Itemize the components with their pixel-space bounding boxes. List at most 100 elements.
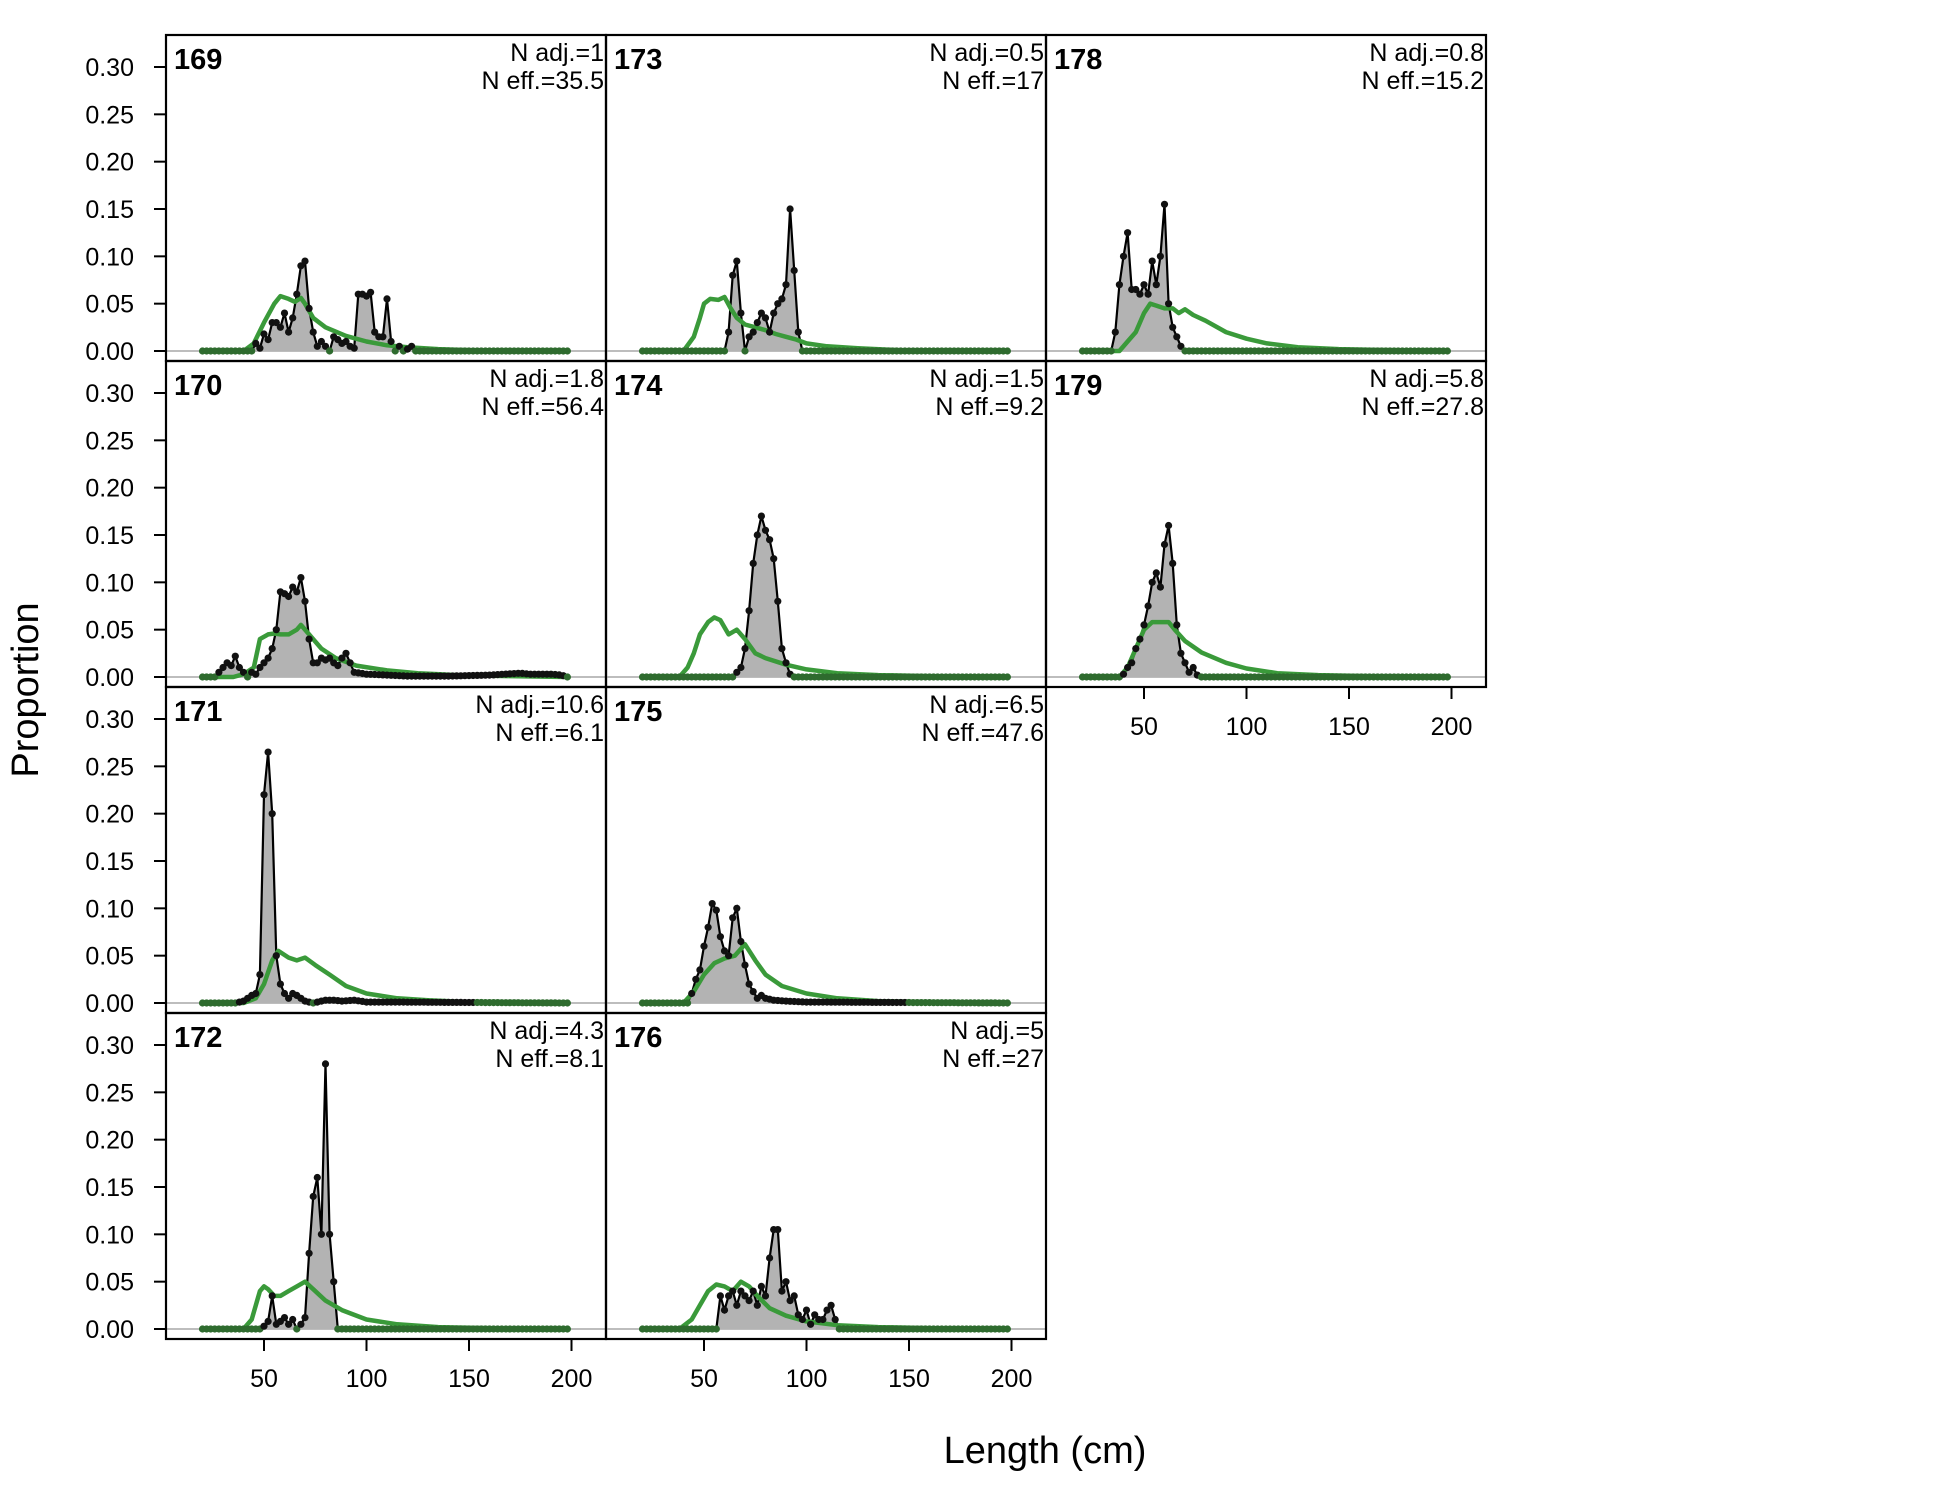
- observed-point: [280, 989, 289, 998]
- observed-point: [1189, 663, 1197, 672]
- observed-point: [346, 659, 354, 667]
- observed-point: [342, 337, 350, 346]
- observed-line: [202, 1063, 568, 1332]
- observed-point: [260, 330, 268, 338]
- observed-point: [1148, 257, 1156, 265]
- observed-point: [326, 347, 334, 355]
- observed-point: [733, 257, 741, 265]
- observed-point: [774, 1226, 782, 1234]
- n-eff-label: N eff.=17: [942, 67, 1044, 95]
- observed-points: [198, 1060, 571, 1333]
- n-adj-label: N adj.=0.8: [1369, 39, 1484, 67]
- observed-point: [1173, 333, 1181, 341]
- n-adj-label: N adj.=5: [950, 1017, 1044, 1045]
- x-tick-label: 200: [991, 1365, 1033, 1393]
- observed-point: [823, 1306, 831, 1314]
- observed-point: [285, 1320, 293, 1328]
- observed-point: [256, 663, 264, 672]
- x-tick-label: 50: [1130, 713, 1158, 741]
- panel-label: 171: [174, 696, 222, 728]
- n-eff-label: N eff.=56.4: [481, 393, 604, 421]
- y-tick-label: 0.10: [85, 1221, 134, 1249]
- panel-label: 176: [614, 1022, 662, 1054]
- n-eff-label: N eff.=6.1: [495, 719, 604, 747]
- observed-point: [761, 314, 770, 322]
- panel-173: 173 N adj.=0.5N eff.=17: [604, 33, 1048, 363]
- observed-point: [700, 942, 708, 950]
- observed-point: [383, 295, 391, 303]
- panel-label: 179: [1054, 370, 1102, 402]
- observed-point: [244, 673, 252, 681]
- observed-point: [761, 1292, 770, 1300]
- observed-point: [350, 344, 358, 352]
- panel-label: 175: [614, 696, 662, 728]
- observed-point: [827, 1301, 835, 1309]
- observed-point: [256, 971, 264, 979]
- observed-point: [774, 597, 782, 605]
- observed-point: [733, 1301, 741, 1309]
- observed-point: [741, 645, 749, 653]
- expected-line: [642, 294, 1008, 354]
- y-tick-label: 0.30: [85, 1032, 134, 1060]
- panel-frame: [604, 1011, 1048, 1341]
- observed-point: [379, 333, 387, 341]
- observed-point: [260, 659, 268, 667]
- observed-point: [334, 662, 342, 670]
- observed-point: [1003, 1325, 1011, 1333]
- observed-points: [638, 1226, 1011, 1333]
- observed-point: [1177, 649, 1185, 657]
- y-tick-label: 0.30: [85, 706, 134, 734]
- observed-point: [720, 1306, 729, 1314]
- observed-point: [1443, 347, 1451, 355]
- y-tick-label: 0.00: [85, 664, 134, 692]
- observed-point: [745, 607, 753, 615]
- observed-point: [338, 654, 346, 662]
- observed-point: [1003, 999, 1011, 1007]
- observed-points: [638, 205, 1011, 355]
- observed-point: [1144, 602, 1152, 610]
- observed-point: [297, 1320, 305, 1328]
- observed-point: [1111, 328, 1119, 336]
- observed-point: [563, 999, 571, 1007]
- observed-point: [757, 1282, 765, 1290]
- y-tick-label: 0.25: [85, 1079, 134, 1107]
- observed-point: [766, 328, 774, 336]
- observed-point: [272, 319, 280, 327]
- observed-point: [1156, 583, 1164, 591]
- observed-fill: [1082, 525, 1448, 677]
- observed-point: [1107, 347, 1115, 355]
- observed-point: [268, 645, 276, 653]
- observed-point: [725, 328, 733, 336]
- observed-point: [1140, 621, 1148, 629]
- observed-point: [252, 670, 260, 678]
- y-tick-label: 0.05: [85, 1269, 134, 1297]
- panel-170: 170 N adj.=1.8N eff.=56.4 0.00 0.05 0.10 0.15…: [85, 359, 608, 692]
- observed-points: [638, 512, 1011, 681]
- observed-point: [786, 205, 794, 213]
- observed-point: [716, 1292, 724, 1300]
- observed-point: [1124, 229, 1132, 237]
- panel-label: 174: [614, 370, 662, 402]
- observed-point: [276, 323, 284, 331]
- observed-point: [1132, 645, 1140, 653]
- observed-point: [260, 1322, 268, 1330]
- x-tick-label: 150: [1328, 713, 1370, 741]
- x-tick-label: 100: [346, 1365, 388, 1393]
- observed-point: [395, 342, 403, 350]
- observed-point: [729, 1287, 737, 1295]
- observed-point: [811, 1311, 819, 1319]
- observed-point: [321, 1060, 330, 1068]
- observed-point: [704, 923, 712, 931]
- observed-point: [749, 328, 757, 336]
- observed-point: [757, 309, 765, 317]
- y-tick-label: 0.25: [85, 427, 134, 455]
- y-tick-label: 0.15: [85, 848, 134, 876]
- panel-174: 174 N adj.=1.5N eff.=9.2: [604, 359, 1048, 689]
- observed-point: [786, 1297, 794, 1305]
- observed-point: [1119, 670, 1128, 678]
- observed-point: [708, 900, 716, 908]
- observed-point: [408, 342, 416, 350]
- y-axis-label: Proportion: [5, 602, 47, 777]
- observed-point: [293, 290, 301, 298]
- observed-point: [778, 1287, 786, 1295]
